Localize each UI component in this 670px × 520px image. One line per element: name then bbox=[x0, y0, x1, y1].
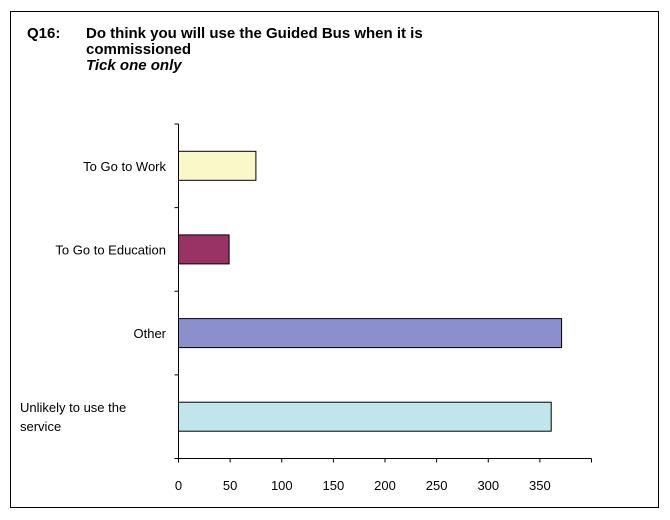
x-tick-label-50: 50 bbox=[223, 478, 237, 493]
x-tick-label-150: 150 bbox=[323, 478, 345, 493]
bar-3 bbox=[178, 318, 563, 349]
title-line-1: Do think you will use the Guided Bus whe… bbox=[86, 25, 423, 42]
question-number: Q16: bbox=[27, 25, 61, 42]
category-label-4-line-2: service bbox=[20, 419, 61, 434]
category-label-2: To Go to Education bbox=[55, 242, 166, 257]
x-tick-label-250: 250 bbox=[426, 478, 448, 493]
chart-title: Q16: Do think you will use the Guided Bu… bbox=[27, 26, 423, 74]
chart-subtitle: Tick one only bbox=[86, 57, 182, 74]
bar-4 bbox=[178, 401, 552, 432]
x-tick-label-350: 350 bbox=[529, 478, 551, 493]
x-tick-label-200: 200 bbox=[374, 478, 396, 493]
category-label-3: Other bbox=[133, 326, 166, 341]
x-tick-label-100: 100 bbox=[271, 478, 293, 493]
x-tick-label-300: 300 bbox=[477, 478, 499, 493]
bar-2 bbox=[178, 234, 230, 265]
bar-1 bbox=[178, 150, 257, 181]
title-line-2: commissioned bbox=[86, 41, 192, 58]
category-label-1: To Go to Work bbox=[83, 159, 166, 174]
category-label-4-line-1: Unlikely to use the bbox=[20, 400, 126, 415]
x-tick-label-0: 0 bbox=[175, 478, 182, 493]
